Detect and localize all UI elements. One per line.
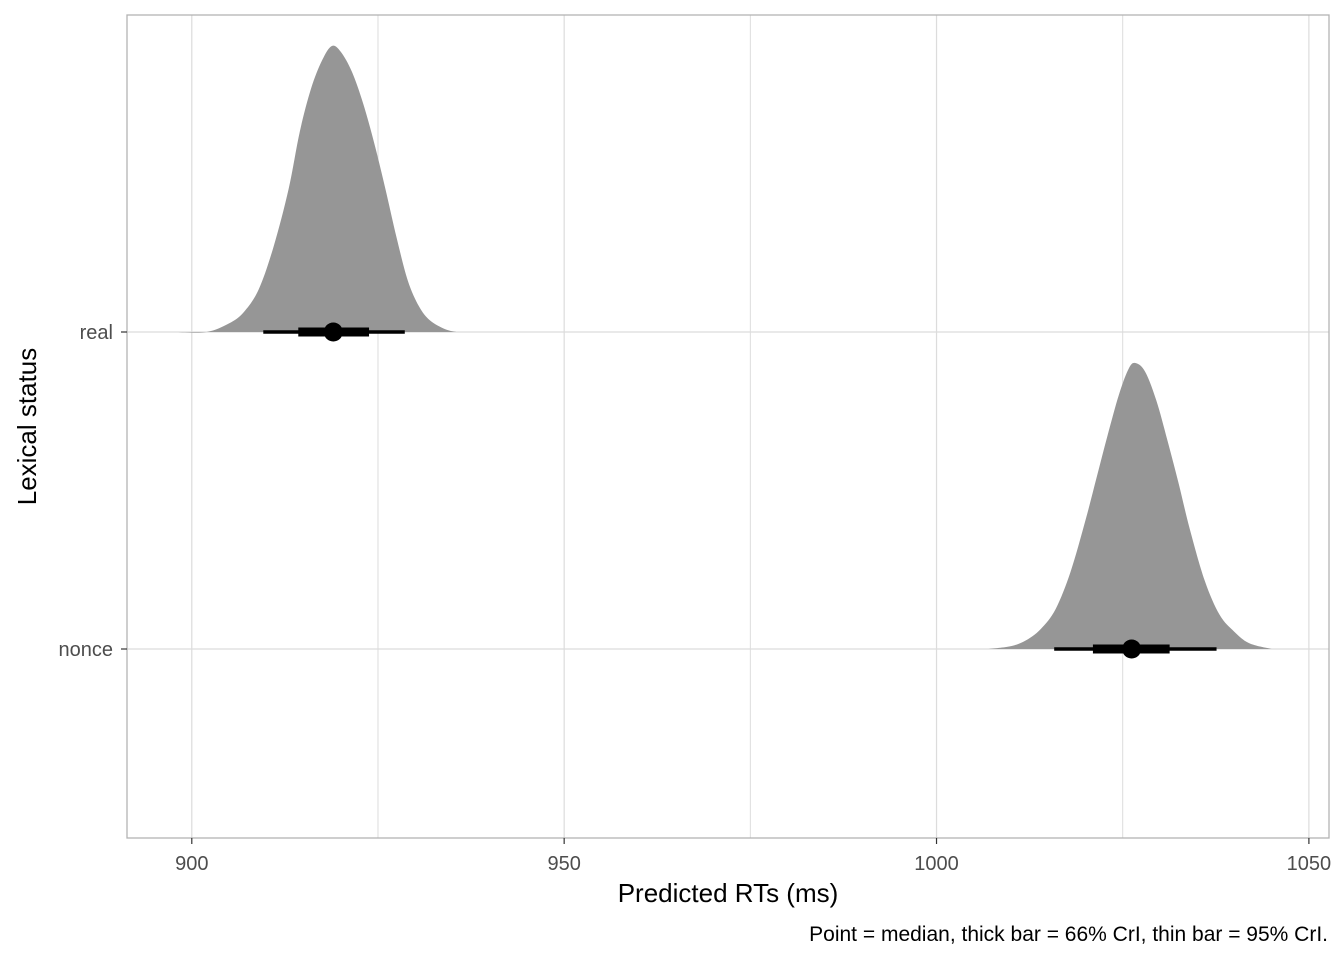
density-layer <box>176 45 1272 649</box>
density-real <box>176 45 457 333</box>
panel-border <box>126 14 1330 839</box>
x-tick-label: 1000 <box>914 853 959 875</box>
x-axis-ticks: 900 950 1000 1050 <box>175 838 1331 875</box>
y-axis-title: Lexical status <box>12 348 42 506</box>
median-point-nonce <box>1122 639 1142 659</box>
y-axis-ticks: real nonce <box>59 322 127 661</box>
x-tick-label: 1050 <box>1287 853 1332 875</box>
x-tick-label: 950 <box>547 853 580 875</box>
interval-layer <box>263 322 1217 659</box>
density-nonce <box>988 362 1272 649</box>
y-tick-label: real <box>80 322 113 344</box>
caption: Point = median, thick bar = 66% CrI, thi… <box>809 923 1328 946</box>
x-axis-title: Predicted RTs (ms) <box>618 878 839 908</box>
x-tick-label: 900 <box>175 853 208 875</box>
y-tick-label: nonce <box>59 639 114 661</box>
median-point-real <box>323 322 343 342</box>
